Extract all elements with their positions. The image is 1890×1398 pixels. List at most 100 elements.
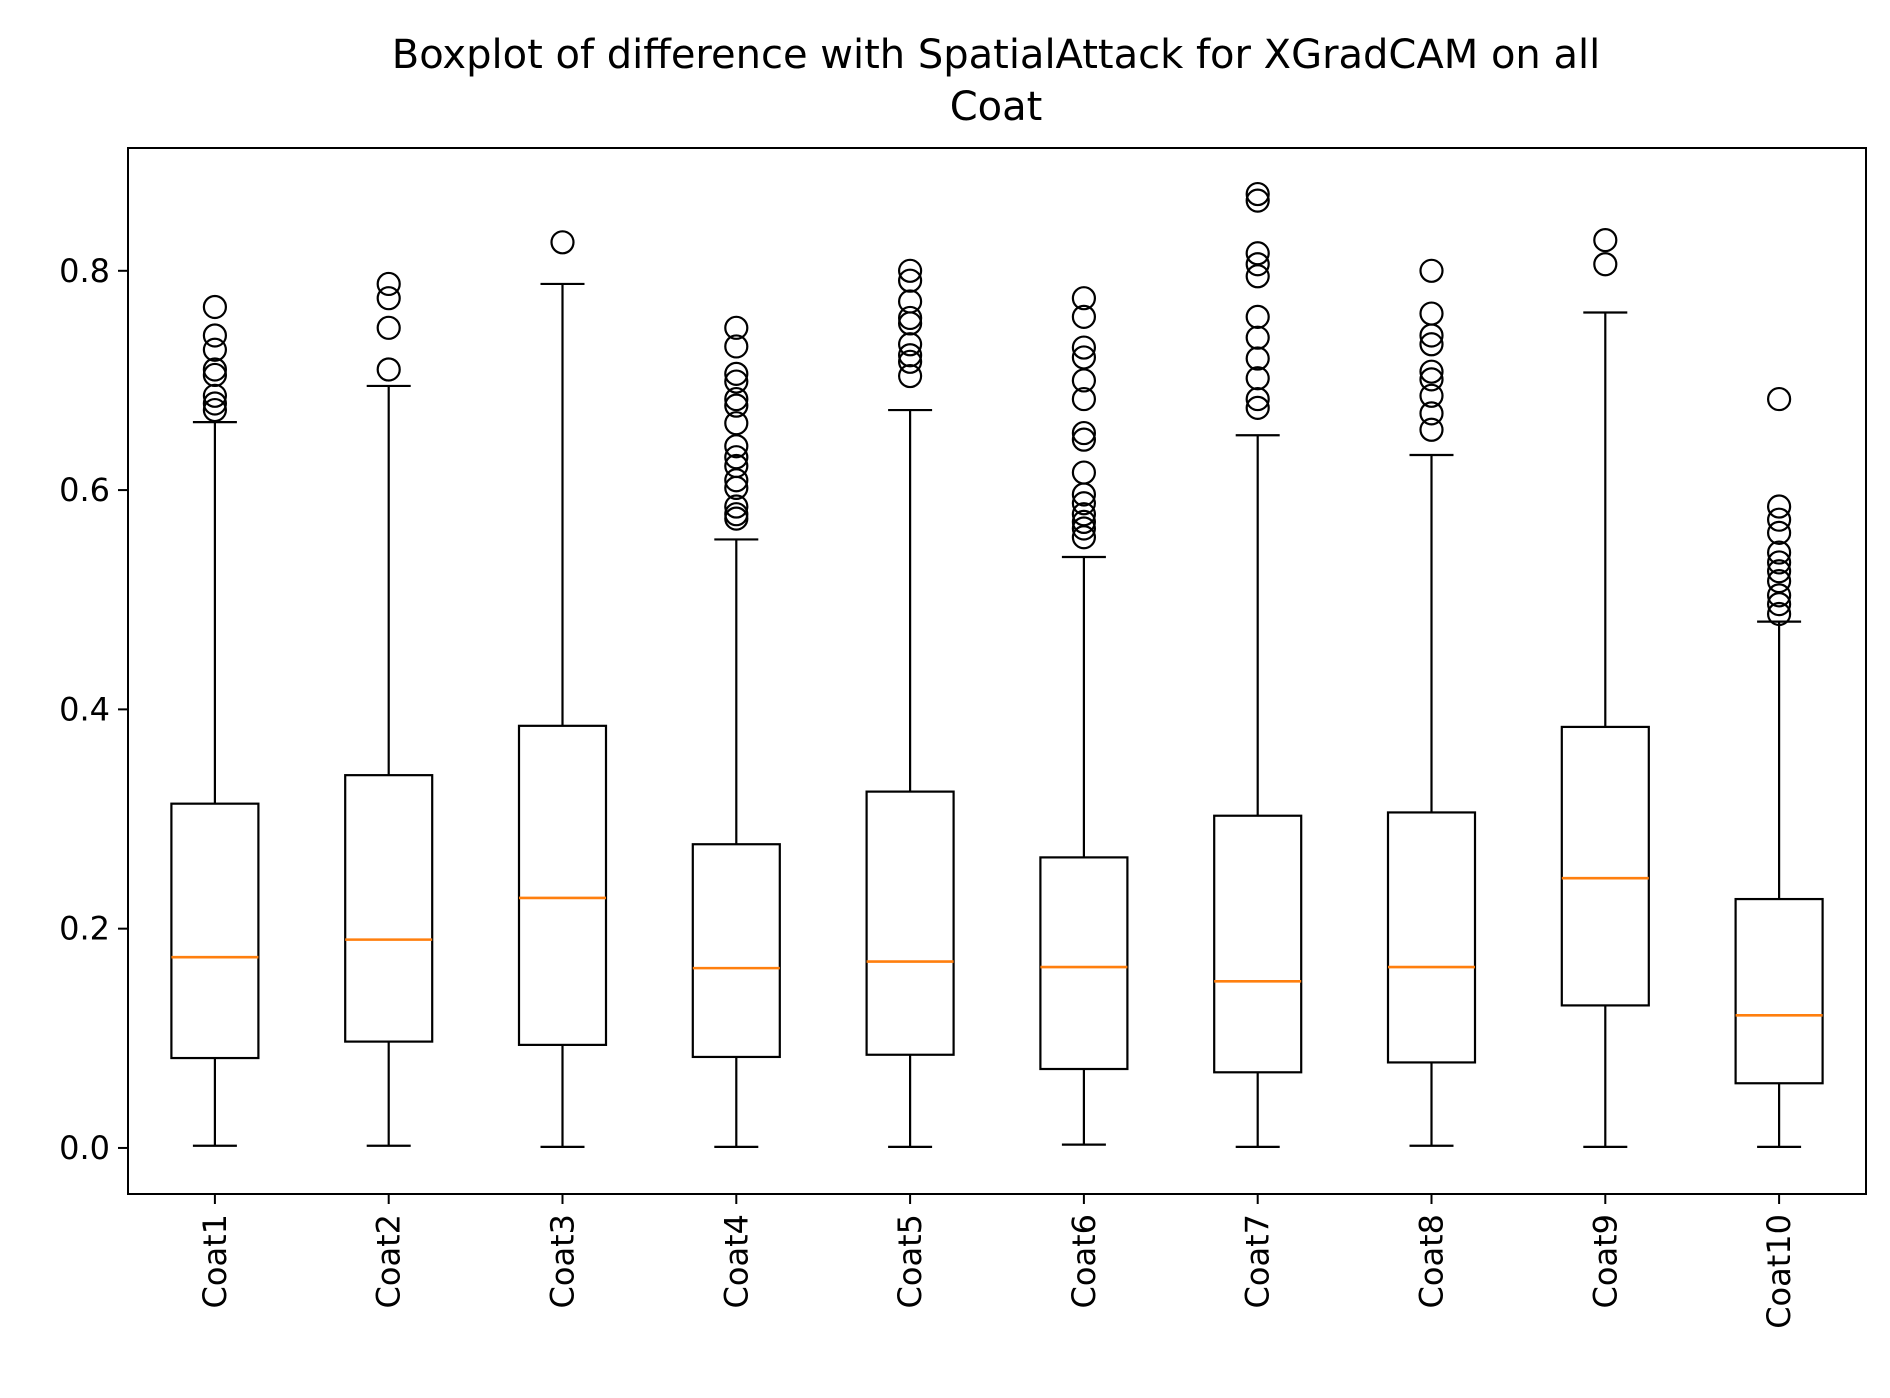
outlier-point xyxy=(1766,520,1792,545)
outlier-point xyxy=(202,337,227,362)
outlier-point xyxy=(897,268,923,293)
outlier-point xyxy=(1071,386,1097,412)
box-iqr xyxy=(865,790,955,1056)
outlier-point xyxy=(1245,241,1270,266)
outlier-point xyxy=(897,332,923,357)
outlier-point xyxy=(1766,550,1792,575)
x-tick-label: Coat2 xyxy=(370,1214,408,1308)
outlier-point xyxy=(1419,332,1444,357)
x-tick-label: Coat4 xyxy=(717,1214,755,1308)
box-iqr xyxy=(1213,814,1303,1074)
outlier-point xyxy=(724,361,749,386)
outlier-point xyxy=(1245,188,1270,213)
outlier-point xyxy=(1766,601,1792,627)
outlier-point xyxy=(376,271,401,297)
x-tick-label: Coat8 xyxy=(1413,1214,1451,1308)
outlier-point xyxy=(1419,367,1444,392)
outlier-point xyxy=(1245,395,1270,420)
chart-title-line-2: Coat xyxy=(950,84,1043,130)
outlier-point xyxy=(1071,509,1097,534)
box-iqr xyxy=(1386,811,1477,1064)
outlier-point xyxy=(376,286,401,311)
outlier-point xyxy=(1071,345,1097,370)
outlier-point xyxy=(1071,304,1097,329)
plot-area: 0.0 0.2 0.4 0.6 0.8 Coat1 Coat2 Coat3 Coat4 Coat5… xyxy=(59,147,1867,1329)
outlier-point xyxy=(202,294,227,320)
outlier-point xyxy=(724,386,749,412)
box-iqr xyxy=(170,802,260,1060)
outlier-point xyxy=(724,411,749,436)
outlier-point xyxy=(1593,228,1618,253)
box-iqr xyxy=(1734,897,1824,1085)
x-tick-label: Coat5 xyxy=(891,1214,929,1308)
y-tick-label: 0.6 xyxy=(59,471,110,509)
y-tick-label: 0.4 xyxy=(59,690,110,728)
outlier-point xyxy=(202,391,227,416)
outlier-point xyxy=(1766,494,1792,519)
x-tick-label: Coat7 xyxy=(1239,1214,1277,1308)
outlier-point xyxy=(202,397,227,423)
x-tick-label: Coat3 xyxy=(544,1214,582,1308)
outlier-point xyxy=(1245,304,1270,329)
outlier-point xyxy=(724,315,749,340)
outlier-point xyxy=(1071,516,1097,541)
outlier-point xyxy=(724,453,749,479)
chart-title-line-1: Boxplot of difference with SpatialAttack… xyxy=(392,32,1600,78)
outlier-point xyxy=(1245,346,1270,371)
outlier-point xyxy=(897,305,923,331)
outlier-point xyxy=(1071,460,1097,485)
outlier-point xyxy=(897,343,923,368)
box-iqr xyxy=(1560,725,1650,1007)
outlier-point xyxy=(1071,335,1097,360)
outlier-point xyxy=(550,230,575,255)
outlier-point xyxy=(897,363,923,389)
outlier-point xyxy=(202,357,227,382)
outlier-point xyxy=(1419,401,1444,426)
outlier-point xyxy=(202,383,227,408)
y-tick-label: 0.8 xyxy=(59,252,110,290)
outlier-point xyxy=(1766,583,1792,608)
outlier-point xyxy=(897,311,923,336)
outlier-point xyxy=(1245,325,1270,350)
outlier-point xyxy=(1766,540,1792,565)
outlier-point xyxy=(1245,366,1270,391)
outlier-point xyxy=(724,393,749,418)
outlier-point xyxy=(1766,559,1792,584)
outlier-point xyxy=(1071,502,1097,527)
outlier-point xyxy=(724,334,749,359)
x-tick-label: Coat10 xyxy=(1760,1214,1798,1329)
x-tick-label: Coat1 xyxy=(196,1214,234,1308)
outlier-point xyxy=(1245,181,1270,207)
outlier-point xyxy=(1766,568,1792,594)
outlier-point xyxy=(724,369,749,394)
outlier-point xyxy=(1593,252,1618,277)
outlier-point xyxy=(1419,301,1444,326)
outlier-point xyxy=(1245,252,1270,277)
outlier-point xyxy=(1071,420,1097,446)
outlier-point xyxy=(202,323,227,348)
outlier-point xyxy=(202,362,227,388)
outlier-point xyxy=(1071,491,1097,516)
outlier-point xyxy=(897,289,923,314)
outlier-point xyxy=(376,315,401,340)
outlier-point xyxy=(724,445,749,470)
y-tick-label: 0.2 xyxy=(59,910,110,948)
outlier-point xyxy=(1071,286,1097,311)
box-iqr xyxy=(1039,856,1129,1071)
outlier-point xyxy=(724,494,749,519)
box-iqr xyxy=(691,843,781,1059)
outlier-point xyxy=(1419,383,1444,408)
x-tick-label: Coat9 xyxy=(1586,1214,1624,1308)
outlier-point xyxy=(376,357,401,382)
outlier-point xyxy=(897,258,923,283)
outlier-point xyxy=(1245,386,1270,412)
outlier-point xyxy=(1766,386,1792,412)
outlier-point xyxy=(1766,507,1792,532)
y-tick-label: 0.0 xyxy=(59,1129,110,1167)
outlier-point xyxy=(1419,258,1444,283)
box-iqr xyxy=(344,774,434,1043)
outlier-point xyxy=(1419,417,1444,442)
outlier-point xyxy=(724,502,749,527)
outlier-point xyxy=(897,349,923,374)
